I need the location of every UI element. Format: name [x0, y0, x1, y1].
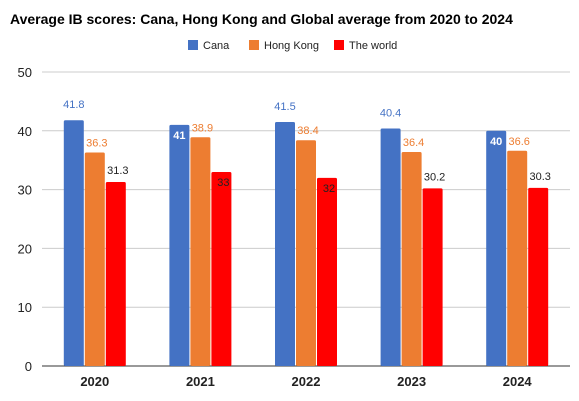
data-label: 41 [173, 130, 185, 142]
x-category-label: 2023 [397, 374, 426, 389]
y-tick-label: 0 [25, 359, 32, 374]
bar [105, 181, 126, 366]
data-label: 31.3 [107, 165, 128, 177]
data-label: 36.4 [403, 137, 424, 149]
data-label: 36.6 [508, 136, 529, 148]
data-label: 38.9 [192, 122, 213, 134]
x-category-label: 2020 [80, 374, 109, 389]
bar [401, 151, 422, 366]
x-category-label: 2024 [503, 374, 533, 389]
data-labels: 41.8 36.3 31.3 41 38.9 33 41.538.4 32 40.4 36.4 30… [63, 99, 551, 195]
bar [317, 177, 337, 366]
legend-label: The world [349, 40, 397, 52]
data-label: 41.5 [274, 101, 295, 113]
x-category-label: 2021 [186, 374, 215, 389]
data-label: 36.3 [86, 138, 107, 150]
bar [422, 188, 443, 366]
bar [275, 121, 295, 366]
y-tick-label: 30 [18, 183, 32, 198]
y-tick-label: 10 [18, 300, 32, 315]
data-label: 32 [323, 183, 335, 195]
bar [486, 130, 507, 366]
bars [63, 120, 549, 366]
y-tick-label: 40 [18, 124, 32, 139]
chart-title: Average IB scores: Cana, Hong Kong and G… [10, 11, 513, 27]
x-category-label: 2022 [292, 374, 321, 389]
legend-label: Cana [203, 40, 230, 52]
legend-swatch [249, 40, 259, 50]
legend-swatch [188, 40, 198, 50]
data-label: 41.8 [63, 99, 84, 111]
data-label: 40 [490, 136, 502, 148]
bar [190, 137, 211, 366]
data-label: 30.2 [424, 171, 445, 183]
bar [528, 187, 549, 366]
y-tick-label: 20 [18, 241, 32, 256]
bar [380, 128, 401, 366]
bar [169, 124, 190, 366]
bar [63, 120, 84, 366]
bar [507, 150, 528, 366]
bar [84, 152, 105, 366]
data-label: 38.4 [297, 125, 318, 137]
data-label: 30.3 [529, 171, 550, 183]
data-label: 40.4 [380, 107, 401, 119]
x-axis-categories: 2020 2021 2022 2023 2024 [80, 374, 532, 389]
bar [211, 171, 232, 366]
legend-label: Hong Kong [264, 40, 319, 52]
y-tick-label: 50 [18, 65, 32, 80]
legend-swatch [334, 40, 344, 50]
data-label: 33 [217, 177, 229, 189]
y-axis-ticks: 0 10 20 30 40 50 [18, 65, 32, 374]
legend: Cana Hong Kong The world [188, 40, 397, 52]
bar [296, 140, 316, 366]
